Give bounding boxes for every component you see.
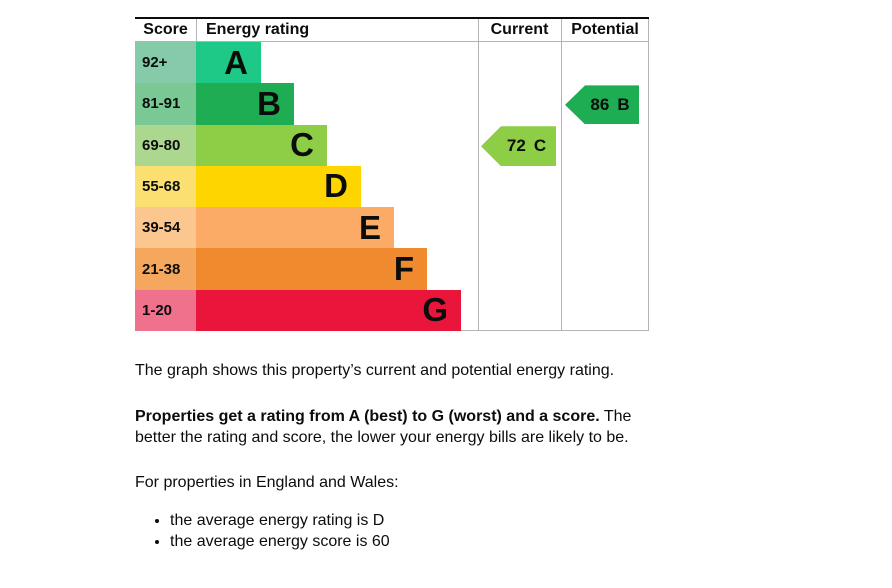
band-bar-b: B [196, 83, 294, 125]
band-letter: E [358, 208, 381, 246]
band-row-a: 92+ A [135, 42, 649, 84]
band-score-range: 92+ [135, 42, 196, 84]
column-divider [478, 19, 479, 330]
band-letter: A [224, 43, 248, 81]
energy-rating-chart: Score Energy rating Current Potential 92… [135, 17, 649, 331]
averages-list: the average energy rating is D the avera… [135, 510, 675, 552]
header-score: Score [143, 21, 188, 38]
band-bar-f: F [196, 248, 427, 290]
band-bar-e: E [196, 207, 394, 249]
column-divider [561, 19, 562, 330]
band-row-d: 55-68 D [135, 165, 649, 208]
chart-header-row: Score Energy rating Current Potential [135, 19, 649, 42]
band-score-range: 69-80 [135, 124, 196, 166]
band-score-range: 21-38 [135, 248, 196, 290]
band-letter: C [290, 126, 314, 164]
average-score-item: the average energy score is 60 [170, 531, 675, 552]
header-current: Current [490, 21, 549, 38]
band-bar-g: G [196, 289, 461, 331]
graph-intro-text: The graph shows this property’s current … [135, 362, 615, 379]
band-letter: G [422, 291, 448, 329]
current-letter: C [533, 136, 547, 156]
description-text: The graph shows this property’s current … [135, 360, 675, 552]
potential-score: 86 [590, 94, 610, 114]
rating-explanation-text: Properties get a rating from A (best) to… [135, 406, 675, 448]
potential-letter: B [617, 94, 630, 114]
band-row-b: 81-91 B [135, 83, 649, 125]
rating-bands: 92+ A 81-91 B 69-80 C 55-68 D 39-54 E 21… [135, 42, 649, 331]
band-row-g: 1-20 G [135, 289, 649, 331]
rating-explanation-bold: Properties get a rating from A (best) to… [135, 408, 600, 425]
current-score: 72 [506, 136, 526, 156]
band-score-range: 39-54 [135, 207, 196, 249]
average-rating-item: the average energy rating is D [170, 510, 675, 531]
band-letter: F [393, 250, 414, 288]
header-potential: Potential [571, 21, 639, 38]
england-wales-text: For properties in England and Wales: [135, 474, 399, 491]
band-letter: D [324, 167, 348, 205]
band-row-c: 69-80 C [135, 124, 649, 166]
band-score-range: 1-20 [135, 289, 196, 331]
band-bar-a: A [196, 42, 261, 84]
band-letter: B [257, 84, 281, 122]
band-row-e: 39-54 E [135, 207, 649, 249]
rating-explanation-rest: The better the rating and score, the low… [135, 408, 632, 446]
band-score-range: 81-91 [135, 83, 196, 125]
band-bar-d: D [196, 165, 361, 208]
column-divider [648, 19, 649, 330]
header-energy-rating: Energy rating [196, 19, 478, 41]
band-bar-c: C [196, 124, 327, 166]
band-score-range: 55-68 [135, 165, 196, 208]
band-row-f: 21-38 F [135, 248, 649, 290]
